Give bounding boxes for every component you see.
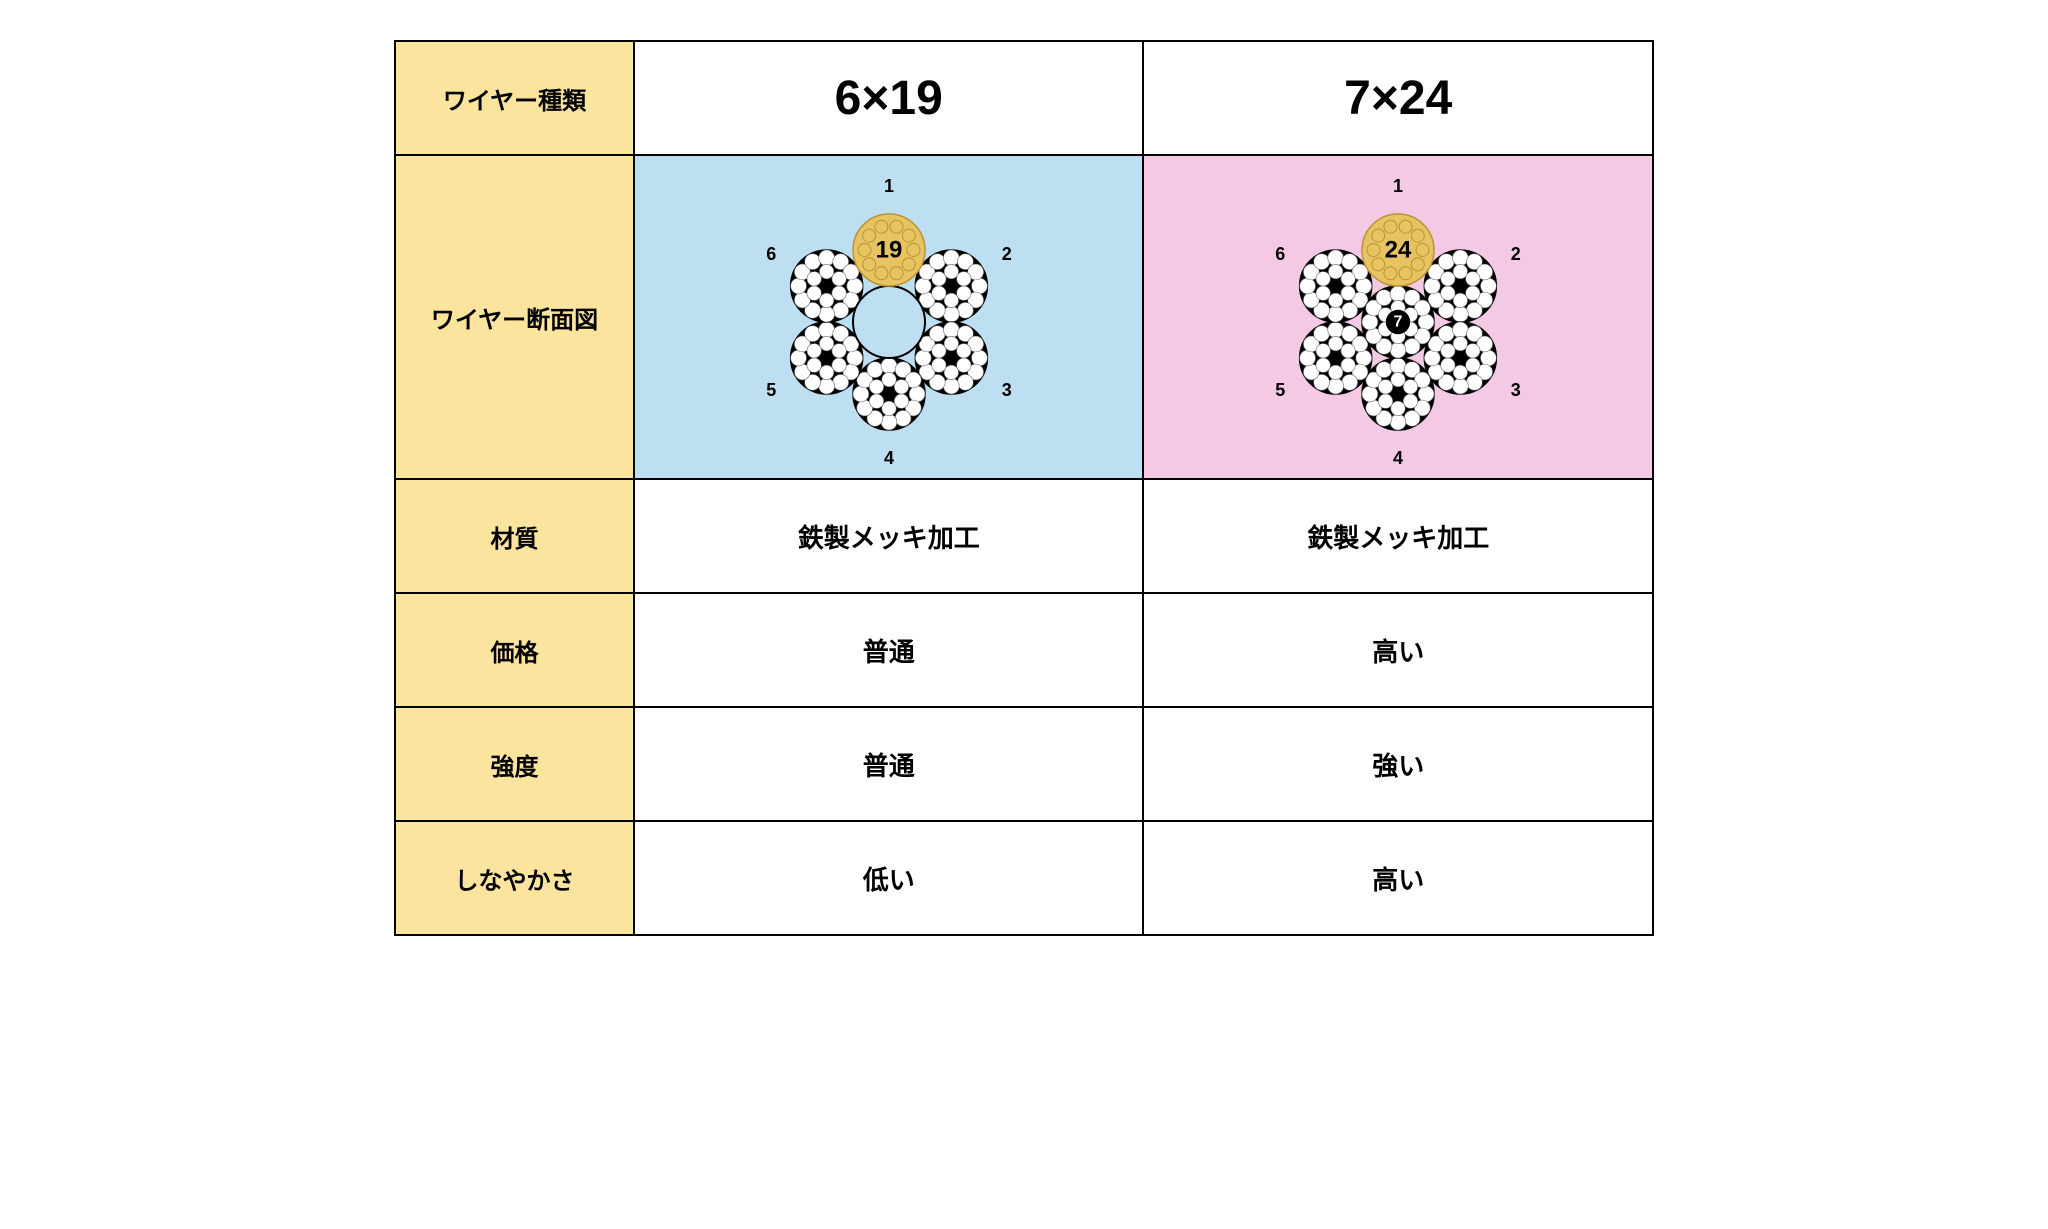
flexibility-b: 高い <box>1143 821 1653 935</box>
svg-text:19: 19 <box>875 237 902 264</box>
type-b-header: 7×24 <box>1143 41 1653 155</box>
row-label-diagram: ワイヤー断面図 <box>395 155 634 479</box>
strand-label: 6 <box>766 244 776 264</box>
svg-text:24: 24 <box>1385 237 1412 264</box>
flexibility-a: 低い <box>634 821 1144 935</box>
strand-label: 5 <box>1275 380 1285 400</box>
diagram-cell-b: 7 24 1 2 3 4 5 6 <box>1143 155 1653 479</box>
row-label-material: 材質 <box>395 479 634 593</box>
strand-label: 2 <box>1511 244 1521 264</box>
strand-label: 4 <box>1393 448 1403 467</box>
row-label-price: 価格 <box>395 593 634 707</box>
svg-text:7: 7 <box>1394 314 1403 331</box>
type-a-header: 6×19 <box>634 41 1144 155</box>
strength-a: 普通 <box>634 707 1144 821</box>
strand-label: 3 <box>1001 380 1011 400</box>
price-a: 普通 <box>634 593 1144 707</box>
strand-label: 6 <box>1275 244 1285 264</box>
wire-cross-section-svg: 19 1 2 3 4 5 6 <box>729 167 1049 467</box>
strand-label: 5 <box>766 380 776 400</box>
strand-label: 1 <box>884 176 894 196</box>
diagram-cell-a: 19 1 2 3 4 5 6 <box>634 155 1144 479</box>
material-b: 鉄製メッキ加工 <box>1143 479 1653 593</box>
price-b: 高い <box>1143 593 1653 707</box>
wire-comparison-table: ワイヤー種類 6×19 7×24 ワイヤー断面図 19 1 2 3 4 5 6 7 24 1 2 3… <box>394 40 1654 936</box>
strength-b: 強い <box>1143 707 1653 821</box>
strand-label: 3 <box>1511 380 1521 400</box>
row-label-flexibility: しなやかさ <box>395 821 634 935</box>
row-label-type: ワイヤー種類 <box>395 41 634 155</box>
row-label-strength: 強度 <box>395 707 634 821</box>
wire-cross-section-svg: 7 24 1 2 3 4 5 6 <box>1238 167 1558 467</box>
strand-label: 2 <box>1001 244 1011 264</box>
strand-label: 4 <box>884 448 894 467</box>
material-a: 鉄製メッキ加工 <box>634 479 1144 593</box>
strand-label: 1 <box>1393 176 1403 196</box>
